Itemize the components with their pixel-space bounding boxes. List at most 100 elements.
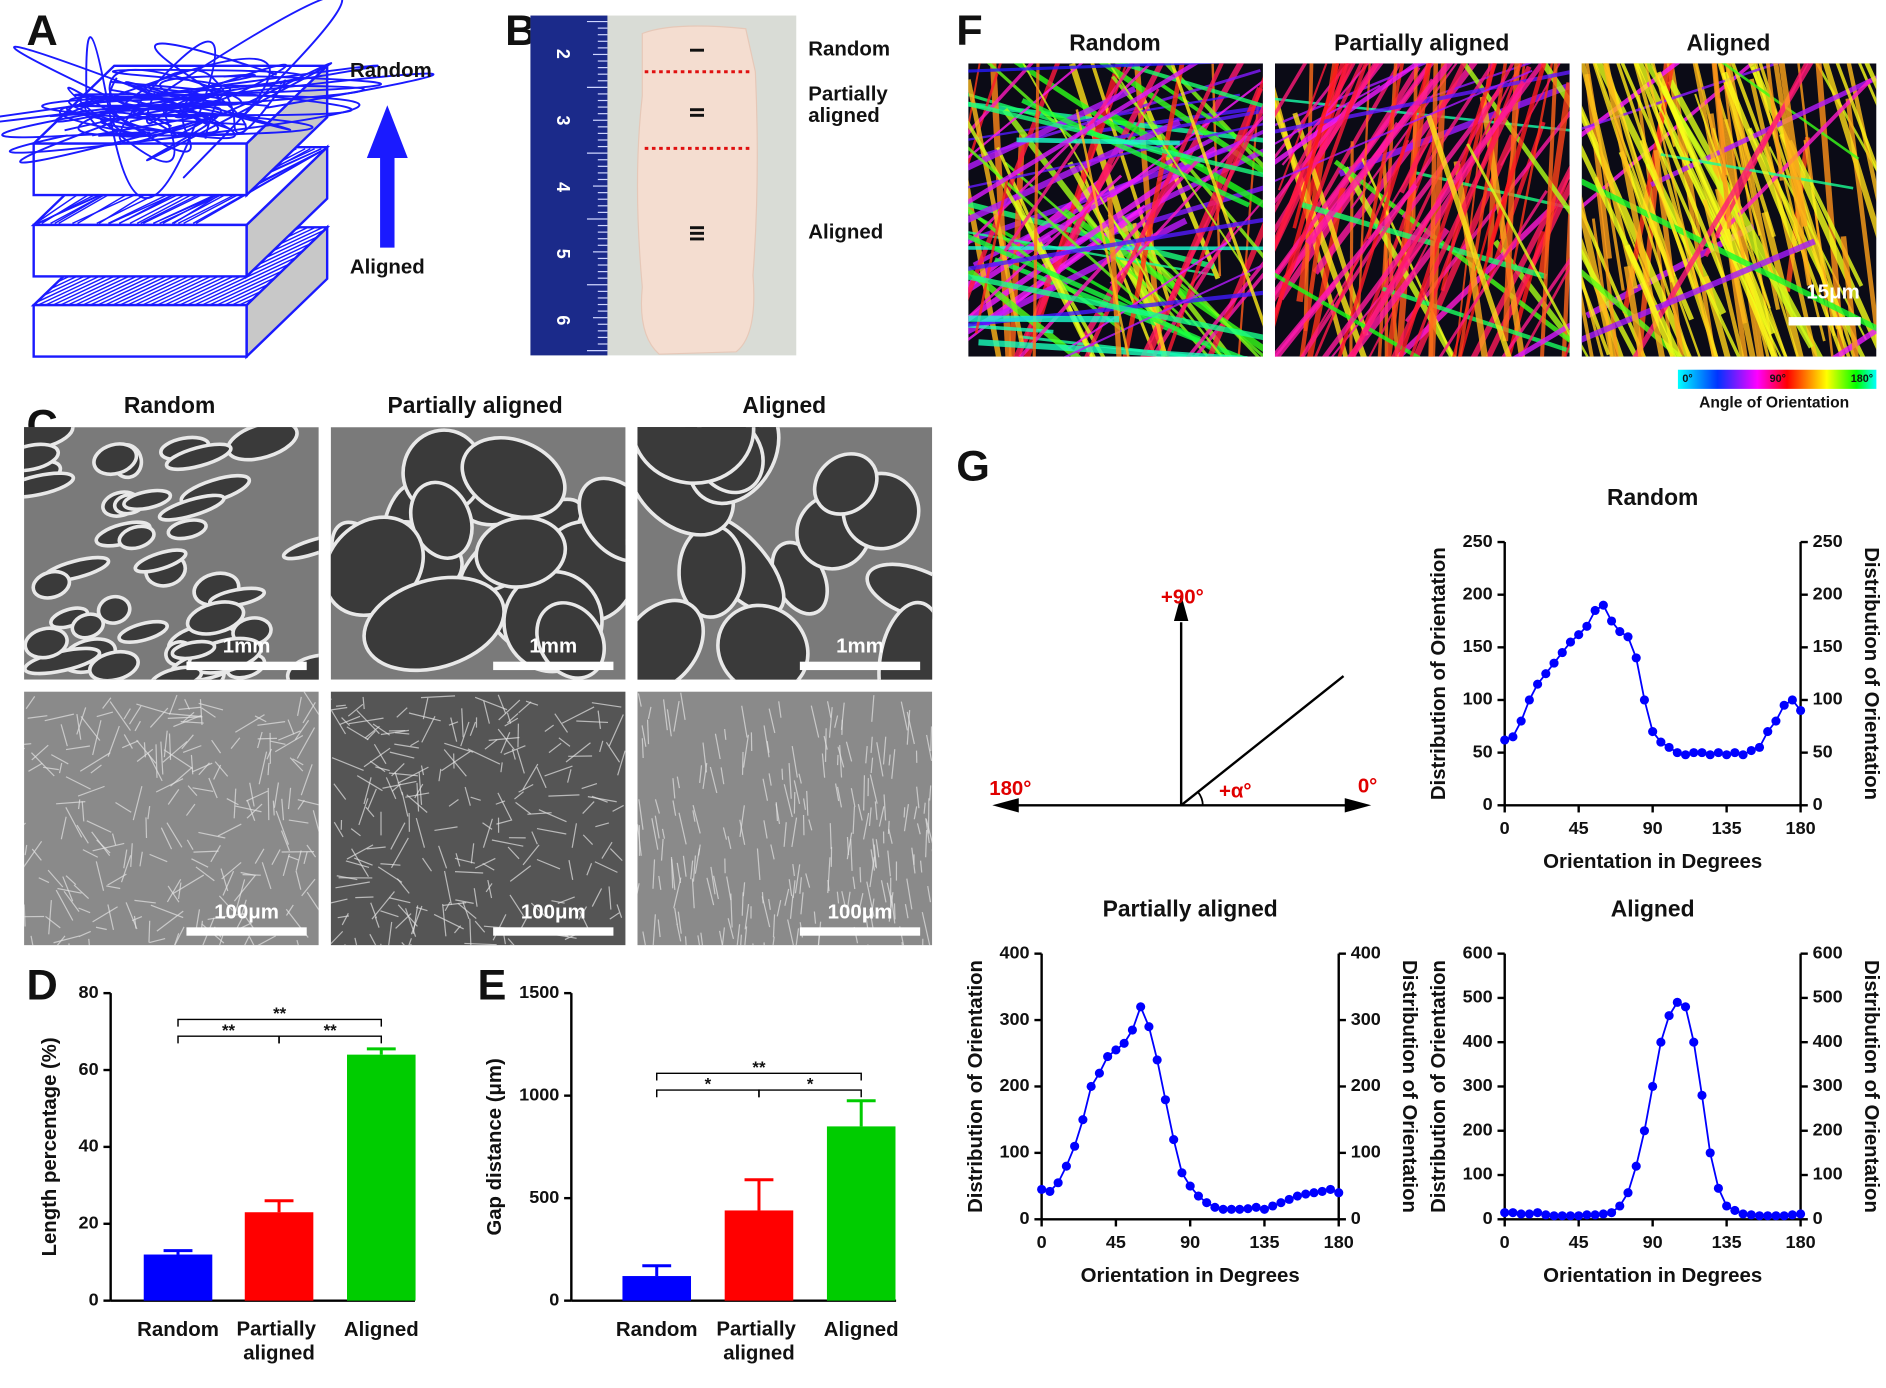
fiber <box>1186 261 1263 357</box>
fiber <box>469 721 477 736</box>
column-title: Aligned <box>1687 29 1771 55</box>
fiber <box>347 703 364 717</box>
pore <box>877 600 933 680</box>
fiber <box>792 880 796 898</box>
fiber <box>509 865 532 882</box>
y-tick-label: 60 <box>79 1059 99 1079</box>
fiber <box>724 728 727 740</box>
fiber <box>888 754 891 766</box>
fiber <box>274 734 304 753</box>
fiber <box>859 867 862 883</box>
fiber <box>1778 63 1808 227</box>
fiber <box>422 697 429 720</box>
fiber <box>591 888 603 907</box>
y2-tick-label: 0 <box>1351 1208 1361 1228</box>
fiber <box>222 870 235 896</box>
fiber <box>1016 137 1180 146</box>
fiber <box>421 715 436 743</box>
data-point <box>1615 1201 1625 1211</box>
micrograph <box>968 63 1263 357</box>
fiber <box>904 904 909 919</box>
fiber <box>193 850 219 853</box>
fiber <box>192 148 326 225</box>
fiber <box>330 930 344 945</box>
data-point <box>1664 1011 1674 1021</box>
fiber <box>1274 63 1308 118</box>
column-title: Partially aligned <box>1334 29 1509 55</box>
fiber <box>1858 63 1877 106</box>
fiber <box>863 812 870 840</box>
fiber <box>363 747 391 768</box>
fiber <box>134 720 141 732</box>
fiber <box>548 742 562 754</box>
data-point <box>1292 1191 1303 1201</box>
colorbar <box>1677 369 1877 389</box>
fiber <box>1726 63 1780 310</box>
image-background <box>330 691 626 946</box>
fiber <box>77 799 81 810</box>
fiber <box>31 848 42 861</box>
fiber <box>654 799 660 814</box>
fiber <box>1309 63 1380 170</box>
fiber <box>1346 227 1450 357</box>
fiber <box>886 882 893 904</box>
fiber <box>186 250 304 306</box>
angle-line <box>1180 675 1345 807</box>
significance-label: ** <box>324 1021 338 1040</box>
fiber <box>181 734 194 750</box>
fiber <box>666 709 672 737</box>
x-axis-label: Orientation in Degrees <box>1081 1265 1300 1287</box>
fiber <box>107 873 127 886</box>
data-point <box>1103 1052 1113 1062</box>
fiber <box>442 904 447 937</box>
pore <box>24 442 61 473</box>
fiber <box>906 878 913 910</box>
fiber <box>266 748 272 760</box>
fiber <box>1366 63 1405 240</box>
data-point <box>1590 605 1600 616</box>
data-point <box>1061 1161 1071 1171</box>
data-point <box>1524 695 1534 705</box>
fiber <box>420 765 425 776</box>
fiber <box>530 902 547 918</box>
fiber <box>107 725 120 757</box>
image-background <box>637 691 933 946</box>
x-axis-label: Orientation in Degrees <box>1543 851 1762 873</box>
pore <box>157 493 226 522</box>
y-axis-label: Gap distance (μm) <box>484 1058 506 1235</box>
fiber <box>306 891 319 911</box>
fiber <box>369 933 377 946</box>
fiber <box>267 762 270 776</box>
micrograph <box>637 427 933 680</box>
fiber <box>817 921 822 946</box>
fiber <box>571 823 578 848</box>
fiber <box>312 810 319 833</box>
fiber <box>676 923 682 942</box>
fiber <box>672 800 677 816</box>
zone-label: Aligned <box>808 222 883 244</box>
data-point <box>1500 735 1510 745</box>
fiber <box>341 913 349 926</box>
fiber <box>80 715 101 741</box>
text-line: aligned <box>243 1343 315 1365</box>
zone-numeral: III <box>685 225 707 242</box>
fiber <box>857 804 863 821</box>
fiber <box>216 277 276 306</box>
fiber <box>147 753 163 782</box>
fiber <box>295 870 302 890</box>
micrograph <box>330 691 626 946</box>
fiber <box>911 847 916 874</box>
fiber <box>469 918 472 946</box>
data-point <box>1787 695 1797 705</box>
fiber <box>1616 63 1719 357</box>
significance-label: * <box>807 1075 814 1094</box>
data-point <box>1557 1211 1567 1221</box>
fiber <box>772 936 775 946</box>
fiber <box>1633 63 1726 279</box>
fiber <box>727 918 735 940</box>
column-title: Aligned <box>742 392 826 418</box>
fiber <box>527 812 552 815</box>
fiber <box>808 819 813 831</box>
fiber <box>1170 63 1263 327</box>
fiber <box>919 860 923 873</box>
